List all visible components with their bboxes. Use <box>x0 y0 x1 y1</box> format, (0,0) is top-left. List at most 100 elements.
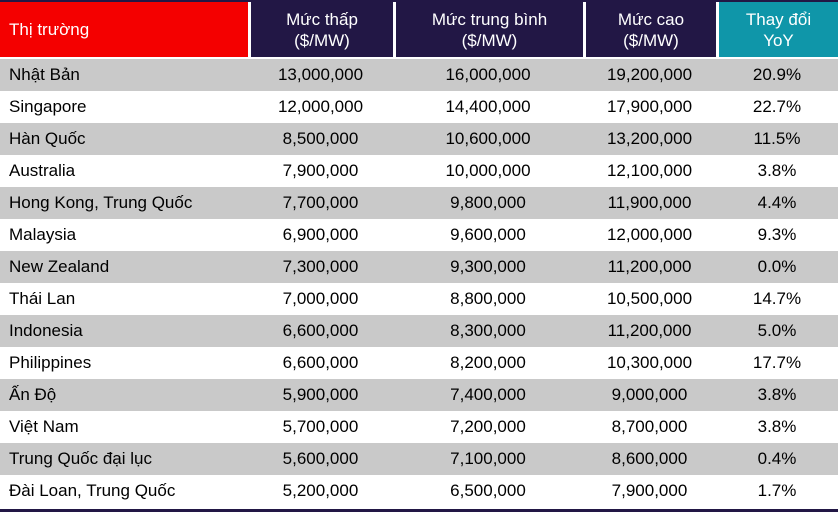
table-row: Hong Kong, Trung Quốc 7,700,000 9,800,000 1… <box>0 187 838 219</box>
yoy-change-cell: 5.0% <box>716 315 838 347</box>
low-price-cell: 6,600,000 <box>248 347 393 379</box>
header-market-label: Thị trường <box>9 20 90 39</box>
header-high: Mức cao ($/MW) <box>583 2 716 59</box>
high-price-cell: 9,000,000 <box>583 379 716 411</box>
header-high-unit: ($/MW) <box>623 30 679 50</box>
mid-price-cell: 16,000,000 <box>393 59 583 91</box>
yoy-change-cell: 9.3% <box>716 219 838 251</box>
yoy-change-cell: 11.5% <box>716 123 838 155</box>
market-cell: Hàn Quốc <box>0 123 248 155</box>
high-price-cell: 8,700,000 <box>583 411 716 443</box>
market-cell: Đài Loan, Trung Quốc <box>0 475 248 507</box>
high-price-cell: 7,900,000 <box>583 475 716 507</box>
low-price-cell: 13,000,000 <box>248 59 393 91</box>
high-price-cell: 11,200,000 <box>583 251 716 283</box>
high-price-cell: 10,500,000 <box>583 283 716 315</box>
market-cell: Nhật Bản <box>0 59 248 91</box>
header-mid-label: Mức trung bình <box>431 9 548 29</box>
table-row: Nhật Bản 13,000,000 16,000,000 19,200,000 20… <box>0 59 838 91</box>
header-mid: Mức trung bình ($/MW) <box>393 2 583 59</box>
high-price-cell: 12,000,000 <box>583 219 716 251</box>
table-row: Đài Loan, Trung Quốc 5,200,000 6,500,000 7,… <box>0 475 838 507</box>
mid-price-cell: 7,200,000 <box>393 411 583 443</box>
mid-price-cell: 7,100,000 <box>393 443 583 475</box>
header-row: Thị trường Mức thấp ($/MW) Mức trung bìn… <box>0 2 838 59</box>
mid-price-cell: 8,800,000 <box>393 283 583 315</box>
high-price-cell: 10,300,000 <box>583 347 716 379</box>
header-low-unit: ($/MW) <box>294 30 350 50</box>
mid-price-cell: 9,600,000 <box>393 219 583 251</box>
yoy-change-cell: 3.8% <box>716 155 838 187</box>
mid-price-cell: 10,600,000 <box>393 123 583 155</box>
table-row: Việt Nam 5,700,000 7,200,000 8,700,000 3.8% <box>0 411 838 443</box>
table-row: Indonesia 6,600,000 8,300,000 11,200,000 5.0… <box>0 315 838 347</box>
high-price-cell: 11,200,000 <box>583 315 716 347</box>
mid-price-cell: 8,200,000 <box>393 347 583 379</box>
header-mid-unit: ($/MW) <box>461 30 518 50</box>
mid-price-cell: 10,000,000 <box>393 155 583 187</box>
market-cell: Indonesia <box>0 315 248 347</box>
high-price-cell: 17,900,000 <box>583 91 716 123</box>
high-price-cell: 19,200,000 <box>583 59 716 91</box>
low-price-cell: 7,000,000 <box>248 283 393 315</box>
header-low-label: Mức thấp <box>286 9 358 29</box>
yoy-change-cell: 22.7% <box>716 91 838 123</box>
table-row: Hàn Quốc 8,500,000 10,600,000 13,200,000 11.… <box>0 123 838 155</box>
yoy-change-cell: 0.4% <box>716 443 838 475</box>
market-cell: Việt Nam <box>0 411 248 443</box>
table-row: Trung Quốc đại lục 5,600,000 7,100,000 8,60… <box>0 443 838 475</box>
header-yoy: Thay đổi YoY <box>716 2 838 59</box>
low-price-cell: 5,600,000 <box>248 443 393 475</box>
table-row: Philippines 6,600,000 8,200,000 10,300,000 1… <box>0 347 838 379</box>
yoy-change-cell: 4.4% <box>716 187 838 219</box>
market-cell: Philippines <box>0 347 248 379</box>
mid-price-cell: 14,400,000 <box>393 91 583 123</box>
low-price-cell: 5,900,000 <box>248 379 393 411</box>
yoy-change-cell: 0.0% <box>716 251 838 283</box>
yoy-change-cell: 3.8% <box>716 379 838 411</box>
table-row: New Zealand 7,300,000 9,300,000 11,200,000 0… <box>0 251 838 283</box>
header-high-label: Mức cao <box>617 9 685 29</box>
high-price-cell: 12,100,000 <box>583 155 716 187</box>
low-price-cell: 5,700,000 <box>248 411 393 443</box>
market-cell: Trung Quốc đại lục <box>0 443 248 475</box>
high-price-cell: 13,200,000 <box>583 123 716 155</box>
high-price-cell: 11,900,000 <box>583 187 716 219</box>
table-row: Thái Lan 7,000,000 8,800,000 10,500,000 14.7… <box>0 283 838 315</box>
low-price-cell: 7,900,000 <box>248 155 393 187</box>
yoy-change-cell: 14.7% <box>716 283 838 315</box>
low-price-cell: 7,300,000 <box>248 251 393 283</box>
low-price-cell: 6,600,000 <box>248 315 393 347</box>
table-row: Malaysia 6,900,000 9,600,000 12,000,000 9.3% <box>0 219 838 251</box>
header-market: Thị trường <box>0 2 248 59</box>
market-cell: Australia <box>0 155 248 187</box>
header-low: Mức thấp ($/MW) <box>248 2 393 59</box>
mid-price-cell: 6,500,000 <box>393 475 583 507</box>
yoy-change-cell: 20.9% <box>716 59 838 91</box>
low-price-cell: 8,500,000 <box>248 123 393 155</box>
header-yoy-label: Thay đổi <box>745 9 812 29</box>
mid-price-cell: 9,800,000 <box>393 187 583 219</box>
low-price-cell: 5,200,000 <box>248 475 393 507</box>
market-cell: Malaysia <box>0 219 248 251</box>
yoy-change-cell: 1.7% <box>716 475 838 507</box>
market-cell: Singapore <box>0 91 248 123</box>
market-cell: Thái Lan <box>0 283 248 315</box>
yoy-change-cell: 17.7% <box>716 347 838 379</box>
table-body: Nhật Bản 13,000,000 16,000,000 19,200,000 20… <box>0 59 838 507</box>
mid-price-cell: 9,300,000 <box>393 251 583 283</box>
mid-price-cell: 8,300,000 <box>393 315 583 347</box>
low-price-cell: 6,900,000 <box>248 219 393 251</box>
header-yoy-unit: YoY <box>763 30 794 50</box>
market-cell: New Zealand <box>0 251 248 283</box>
market-cell: Ấn Độ <box>0 379 248 411</box>
low-price-cell: 12,000,000 <box>248 91 393 123</box>
table-row: Ấn Độ 5,900,000 7,400,000 9,000,000 3.8% <box>0 379 838 411</box>
low-price-cell: 7,700,000 <box>248 187 393 219</box>
high-price-cell: 8,600,000 <box>583 443 716 475</box>
mid-price-cell: 7,400,000 <box>393 379 583 411</box>
market-cell: Hong Kong, Trung Quốc <box>0 187 248 219</box>
table-row: Australia 7,900,000 10,000,000 12,100,000 3.… <box>0 155 838 187</box>
